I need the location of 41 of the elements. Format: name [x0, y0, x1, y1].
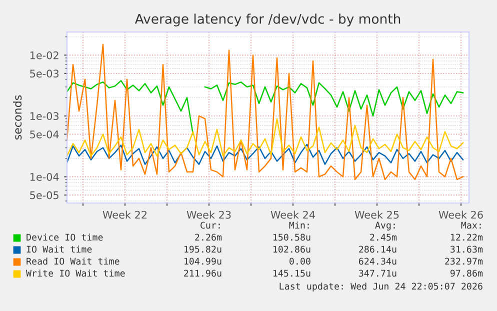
text: 286.14u: [359, 246, 396, 253]
text: 195.82u: [184, 246, 222, 253]
text: Last update: Wed Jun 24 22:05:07 2026: [280, 282, 482, 292]
text: 31.63m: [450, 246, 483, 253]
text: 97.86m: [450, 270, 483, 277]
legend-label: Device IO time: [26, 234, 103, 241]
legend-label: IO Wait time: [26, 246, 92, 253]
text: 624.34u: [358, 258, 396, 265]
x-tick-label: Week 22: [102, 210, 147, 219]
y-tick-label: 5e-04: [30, 130, 59, 138]
y-tick-label: 1e-02: [30, 51, 58, 60]
y-tick-label: 5e-05: [30, 191, 58, 200]
text: 232.97m: [445, 258, 483, 265]
text: Min:: [289, 222, 309, 229]
line-series: [67, 118, 464, 157]
text: 2.45m: [370, 234, 397, 241]
y-axis-title: seconds: [13, 95, 22, 140]
line-series: [67, 144, 464, 165]
x-tick-label: Week 24: [270, 210, 315, 219]
legend-label: Write IO Wait time: [26, 270, 125, 277]
x-tick-label: Week 26: [438, 210, 483, 219]
text: 211.96u: [184, 270, 222, 277]
y-tick-label: 5e-03: [30, 70, 59, 78]
chart-title: Average latency for /dev/vdc - by month: [134, 14, 400, 26]
text: 12.22m: [450, 234, 483, 241]
text: 0.00: [290, 258, 310, 265]
text: 2.26m: [195, 234, 222, 241]
text: Max:: [461, 222, 481, 229]
text: 102.86u: [273, 246, 310, 253]
x-tick-label: Week 23: [186, 210, 231, 219]
y-tick-label: 1e-04: [30, 172, 59, 181]
text: 150.58u: [273, 234, 310, 241]
line-series: [67, 44, 464, 180]
text: Cur:: [200, 222, 220, 229]
x-tick-label: Week 25: [354, 210, 399, 219]
y-tick-label: 1e-03: [30, 112, 59, 120]
text: 104.99u: [184, 258, 222, 265]
text: 145.15u: [273, 270, 310, 277]
text: 347.71u: [358, 270, 396, 277]
text: Avg:: [375, 222, 395, 230]
legend-label: Read IO Wait time: [26, 258, 120, 265]
